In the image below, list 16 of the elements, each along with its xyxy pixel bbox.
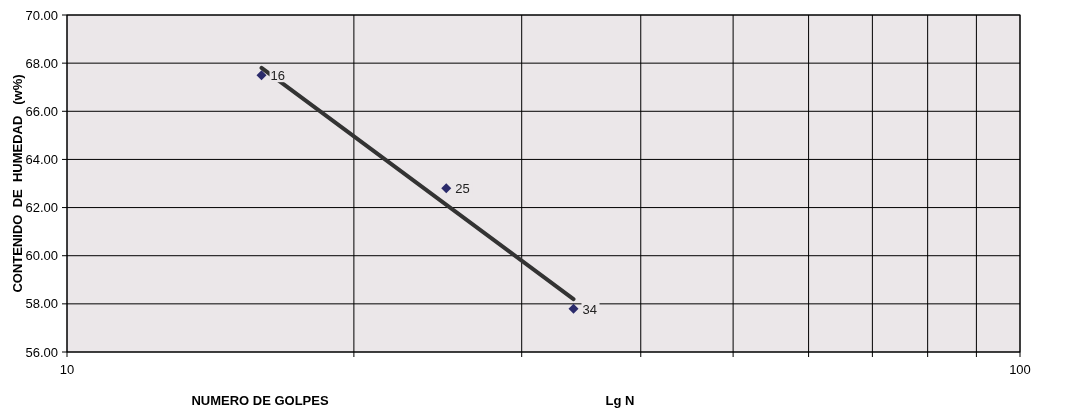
y-tick-label: 56.00 bbox=[25, 344, 58, 360]
y-tick-label: 66.00 bbox=[25, 103, 58, 119]
annotation: 34 bbox=[582, 301, 597, 317]
annotation: 25 bbox=[455, 181, 470, 197]
y-tick-label: 58.00 bbox=[25, 296, 58, 312]
annotation: 16 bbox=[270, 68, 285, 84]
y-axis-title: CONTENIDO DE HUMEDAD (w%) bbox=[10, 74, 25, 293]
y-tick-label: 70.00 bbox=[25, 7, 58, 23]
y-tick-label: 60.00 bbox=[25, 248, 58, 264]
y-tick-label: 64.00 bbox=[25, 151, 58, 167]
x-tick-label: 100 bbox=[1009, 362, 1031, 377]
x-tick-label: 10 bbox=[59, 362, 75, 377]
text: Lg N bbox=[605, 393, 635, 408]
x-axis-title: NUMERO DE GOLPES bbox=[191, 393, 329, 408]
y-tick-label: 68.00 bbox=[25, 55, 58, 71]
y-tick-label: 62.00 bbox=[25, 200, 58, 216]
